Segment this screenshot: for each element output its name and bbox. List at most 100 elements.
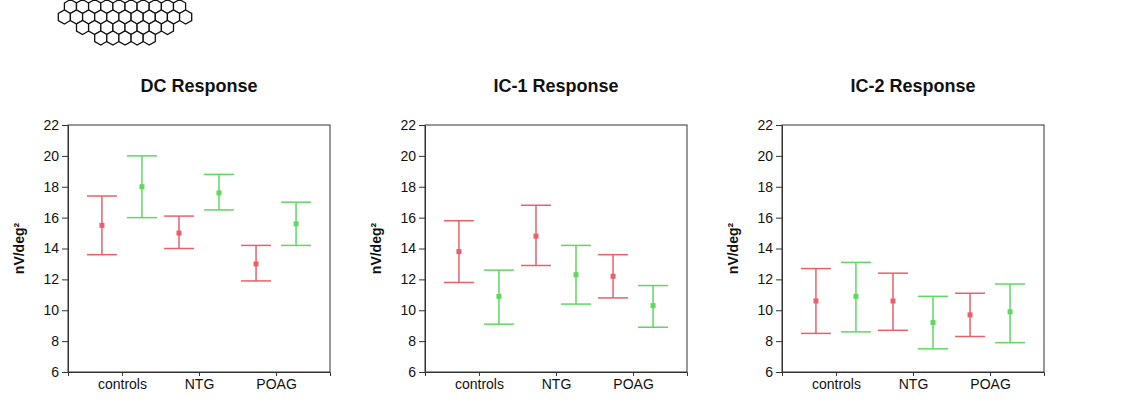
tick-mark (419, 310, 425, 311)
tick-label: 12 (43, 271, 59, 287)
plot-frame (425, 125, 687, 372)
marks (87, 156, 311, 281)
tick-mark (776, 279, 782, 280)
tick-mark (419, 125, 425, 126)
error-cap-lower (801, 333, 831, 335)
error-cap-upper (561, 245, 591, 247)
error-cap-lower (841, 331, 871, 333)
error-cap-upper (521, 205, 551, 207)
mean-marker (611, 274, 616, 279)
error-cap-upper (878, 272, 908, 274)
mean-marker (496, 294, 501, 299)
tick-label: POAG (613, 376, 653, 392)
panel: IC-1 Response6810121416182022controlsNTG… (368, 76, 688, 392)
x-axis: controlsNTGPOAG (426, 372, 688, 392)
tick-label: 18 (43, 179, 59, 195)
tick-mark (419, 218, 425, 219)
error-cap-upper (281, 201, 311, 203)
plot-frame (68, 125, 330, 372)
error-cap-lower (598, 297, 628, 299)
error-bar-group (241, 245, 271, 281)
tick-mark (419, 372, 425, 373)
error-cap-lower (127, 217, 157, 219)
panel-title: DC Response (140, 76, 257, 96)
mean-marker (968, 312, 973, 317)
y-tick: 22 (757, 117, 782, 133)
error-bar-group (444, 221, 474, 283)
tick-label: 8 (408, 333, 416, 349)
tick-mark (776, 187, 782, 188)
error-cap-upper (204, 174, 234, 176)
y-tick: 22 (43, 117, 68, 133)
error-bar-group (918, 296, 948, 348)
hexagon (58, 10, 70, 24)
tick-label: 14 (400, 240, 416, 256)
x-tick: NTG (185, 372, 215, 392)
tick-mark (62, 310, 68, 311)
hexagon-icon (58, 0, 191, 45)
tick-label: 12 (400, 271, 416, 287)
tick-label: NTG (899, 376, 929, 392)
error-cap-upper (164, 215, 194, 217)
y-tick: 6 (765, 364, 782, 380)
tick-mark (62, 218, 68, 219)
tick-label: 10 (43, 302, 59, 318)
error-bar-group (878, 273, 908, 330)
error-cap-lower (164, 248, 194, 250)
error-cap-upper (955, 293, 985, 295)
y-tick: 14 (400, 240, 425, 256)
error-bar-group (995, 284, 1025, 343)
tick-mark (62, 156, 68, 157)
error-bar-group (561, 245, 591, 304)
hexagon (119, 31, 131, 45)
mean-marker (139, 184, 144, 189)
x-tick: controls (455, 372, 504, 392)
y-tick: 8 (408, 333, 425, 349)
error-bar-group (127, 156, 157, 218)
error-cap-upper (918, 296, 948, 298)
tick-mark (419, 249, 425, 250)
marks (444, 205, 668, 327)
tick-label: 16 (43, 210, 59, 226)
panel: DC Response6810121416182022controlsNTGPO… (11, 76, 331, 392)
y-tick: 10 (400, 302, 425, 318)
y-tick: 22 (400, 117, 425, 133)
tick-label: 16 (757, 210, 773, 226)
mean-marker (177, 231, 182, 236)
error-cap-upper (484, 269, 514, 271)
y-tick: 16 (43, 210, 68, 226)
error-bar-group (164, 216, 194, 248)
error-bar-group (598, 255, 628, 298)
tick-label: POAG (970, 376, 1010, 392)
tick-label: 14 (43, 240, 59, 256)
y-tick: 14 (757, 240, 782, 256)
error-cap-upper (241, 245, 271, 247)
x-tick: controls (98, 372, 147, 392)
error-cap-upper (87, 195, 117, 197)
y-tick: 12 (43, 271, 68, 287)
y-tick: 8 (51, 333, 68, 349)
y-tick: 12 (757, 271, 782, 287)
tick-label: 20 (43, 148, 59, 164)
error-cap-lower (638, 326, 668, 328)
error-cap-lower (918, 348, 948, 350)
tick-label: 20 (757, 148, 773, 164)
mean-marker (456, 249, 461, 254)
y-tick: 6 (51, 364, 68, 380)
error-cap-lower (995, 342, 1025, 344)
error-cap-upper (444, 220, 474, 222)
y-tick: 8 (765, 333, 782, 349)
error-cap-upper (638, 285, 668, 287)
error-cap-upper (841, 262, 871, 264)
tick-label: 10 (757, 302, 773, 318)
tick-label: controls (455, 376, 504, 392)
x-tick: NTG (899, 372, 929, 392)
tick-label: 22 (43, 117, 59, 133)
error-bar-group (955, 293, 985, 336)
mean-marker (853, 294, 858, 299)
error-cap-upper (127, 155, 157, 157)
error-cap-lower (878, 330, 908, 332)
tick-mark (62, 372, 68, 373)
mean-marker (294, 221, 299, 226)
error-bar-group (521, 205, 551, 265)
